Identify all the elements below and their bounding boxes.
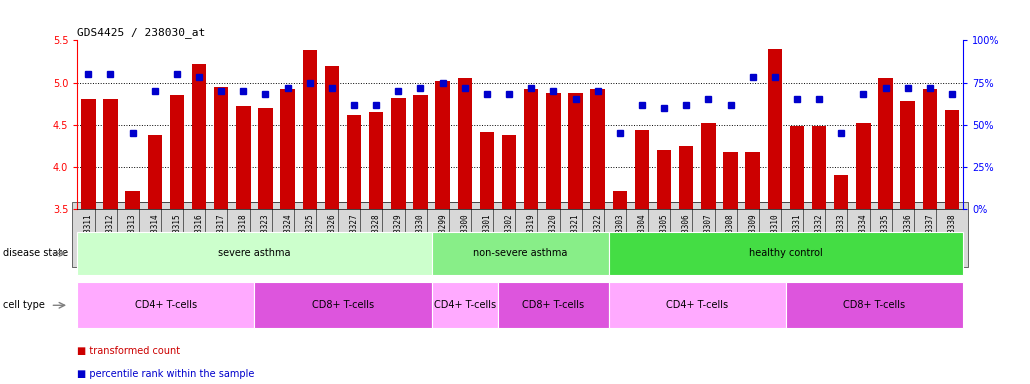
- Bar: [569, 93, 583, 209]
- Bar: [834, 175, 849, 209]
- Text: GDS4425 / 238030_at: GDS4425 / 238030_at: [77, 27, 206, 38]
- Bar: [945, 109, 959, 209]
- Text: CD4+ T-cells: CD4+ T-cells: [135, 300, 197, 310]
- Bar: [391, 98, 406, 209]
- Text: healthy control: healthy control: [749, 248, 823, 258]
- Text: CD4+ T-cells: CD4+ T-cells: [434, 300, 495, 310]
- Text: CD8+ T-cells: CD8+ T-cells: [522, 300, 584, 310]
- Text: non-severe asthma: non-severe asthma: [473, 248, 568, 258]
- Bar: [502, 135, 516, 209]
- Bar: [347, 115, 362, 209]
- Bar: [634, 130, 649, 209]
- Bar: [480, 132, 494, 209]
- Bar: [767, 49, 782, 209]
- Bar: [280, 89, 295, 209]
- Bar: [303, 50, 317, 209]
- Text: ■ transformed count: ■ transformed count: [77, 346, 180, 356]
- Bar: [701, 123, 716, 209]
- Bar: [879, 78, 893, 209]
- Text: CD8+ T-cells: CD8+ T-cells: [312, 300, 374, 310]
- Bar: [81, 99, 96, 209]
- Bar: [436, 81, 450, 209]
- Bar: [590, 89, 605, 209]
- Bar: [457, 78, 472, 209]
- Bar: [723, 152, 737, 209]
- Bar: [147, 135, 162, 209]
- Bar: [170, 95, 184, 209]
- Bar: [812, 126, 826, 209]
- Text: disease state: disease state: [3, 248, 68, 258]
- Bar: [790, 126, 804, 209]
- Bar: [546, 93, 560, 209]
- Bar: [103, 99, 117, 209]
- Text: ■ percentile rank within the sample: ■ percentile rank within the sample: [77, 369, 254, 379]
- Bar: [214, 87, 229, 209]
- Bar: [324, 66, 339, 209]
- Bar: [369, 112, 383, 209]
- Bar: [613, 191, 627, 209]
- Bar: [126, 191, 140, 209]
- Text: CD4+ T-cells: CD4+ T-cells: [666, 300, 728, 310]
- Bar: [900, 101, 915, 209]
- Bar: [413, 95, 427, 209]
- Text: CD8+ T-cells: CD8+ T-cells: [844, 300, 905, 310]
- Bar: [923, 89, 937, 209]
- Bar: [679, 146, 693, 209]
- Bar: [524, 89, 539, 209]
- Text: severe asthma: severe asthma: [218, 248, 290, 258]
- Text: cell type: cell type: [3, 300, 45, 310]
- Bar: [192, 64, 206, 209]
- Bar: [236, 106, 250, 209]
- Bar: [657, 150, 672, 209]
- Bar: [259, 108, 273, 209]
- Bar: [746, 152, 760, 209]
- Bar: [856, 123, 870, 209]
